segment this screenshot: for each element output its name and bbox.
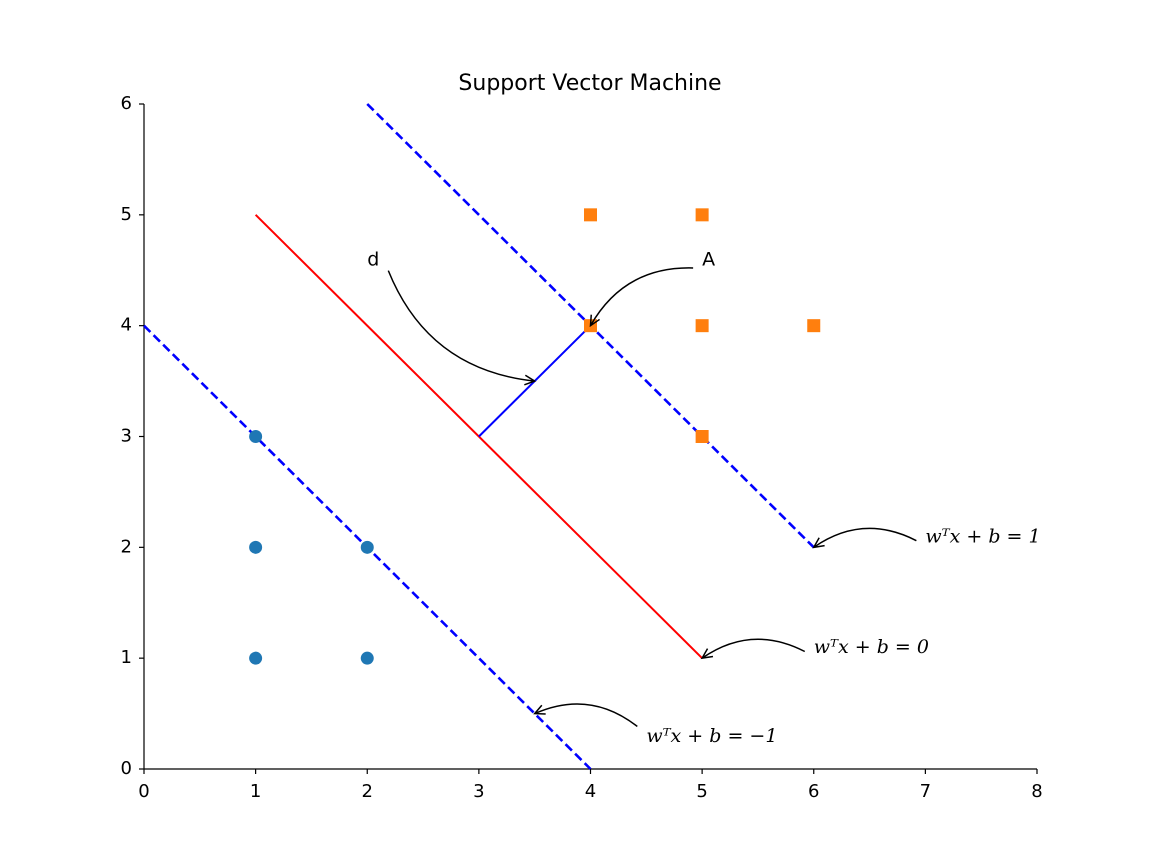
- point: [249, 540, 263, 554]
- annotation-label: d: [367, 248, 379, 270]
- y-tick-label: 0: [121, 758, 132, 779]
- x-tick-label: 4: [585, 781, 596, 802]
- point: [695, 319, 709, 333]
- point: [249, 430, 263, 443]
- point: [584, 208, 597, 222]
- y-tick-label: 4: [121, 315, 132, 336]
- y-tick-label: 5: [121, 204, 132, 225]
- point: [360, 651, 374, 665]
- annotation-label: wᵀx + b = 0: [814, 636, 929, 658]
- annotation-label: wᵀx + b = 1: [925, 525, 1040, 547]
- annotation-label: A: [702, 248, 715, 270]
- annotation-arrow: [387, 270, 537, 386]
- x-tick-label: 3: [473, 781, 484, 802]
- x-tick-label: 1: [250, 781, 261, 802]
- annotation-arrow: [700, 638, 806, 660]
- annotation-arrow: [589, 267, 694, 328]
- point: [807, 319, 821, 333]
- annotation-arrow: [812, 527, 917, 549]
- annotation-arrow: [533, 703, 638, 728]
- x-tick-label: 0: [138, 781, 149, 802]
- annotation-label: wᵀx + b = −1: [646, 725, 777, 747]
- point: [695, 208, 709, 222]
- x-tick-label: 2: [362, 781, 373, 802]
- y-tick-label: 6: [121, 93, 132, 114]
- x-tick-label: 6: [808, 781, 819, 802]
- point: [695, 430, 709, 443]
- x-tick-label: 5: [696, 781, 707, 802]
- chart-title: Support Vector Machine: [458, 71, 721, 96]
- point: [360, 540, 374, 554]
- y-tick-label: 2: [121, 536, 132, 557]
- x-tick-label: 8: [1031, 781, 1042, 802]
- y-tick-label: 3: [121, 426, 132, 447]
- y-tick-label: 1: [121, 647, 132, 668]
- x-tick-label: 7: [920, 781, 931, 802]
- point: [249, 651, 263, 665]
